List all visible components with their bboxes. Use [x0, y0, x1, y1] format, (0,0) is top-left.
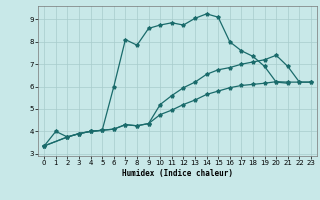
- X-axis label: Humidex (Indice chaleur): Humidex (Indice chaleur): [122, 169, 233, 178]
